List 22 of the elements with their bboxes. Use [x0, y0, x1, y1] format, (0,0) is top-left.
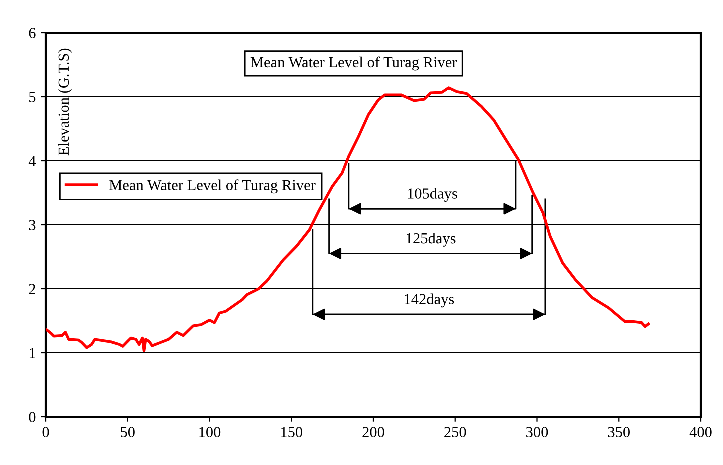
x-tick-label: 150 — [282, 427, 302, 438]
x-tick-label: 250 — [444, 427, 466, 438]
annotation: 125days — [406, 232, 456, 247]
x-tick-label: 0 — [42, 427, 50, 438]
annotation: 105days — [408, 188, 458, 202]
annotation: 142days — [405, 294, 454, 308]
x-tick-label: 300 — [526, 427, 548, 438]
y-tick-label: 0 — [29, 412, 36, 422]
x-tick-label: 100 — [200, 427, 221, 438]
y-tick-label: 2 — [29, 284, 36, 294]
legend-label: Mean Water Level of Turag River — [110, 180, 316, 194]
y-tick-label: 1 — [30, 348, 36, 358]
y-axis-title: Elevation (G.T.S) — [58, 48, 72, 156]
y-tick-label: 5 — [30, 92, 36, 102]
y-tick-label: 4 — [28, 156, 36, 166]
x-tick-label: 50 — [121, 427, 135, 438]
y-tick-label: 6 — [29, 28, 36, 38]
x-tick-label: 200 — [362, 427, 384, 438]
x-tick-label: 400 — [690, 427, 712, 438]
x-tick-label: 350 — [608, 427, 630, 438]
y-tick-label: 3 — [29, 220, 36, 230]
text: Mean Water Level of Turag River — [250, 56, 458, 71]
